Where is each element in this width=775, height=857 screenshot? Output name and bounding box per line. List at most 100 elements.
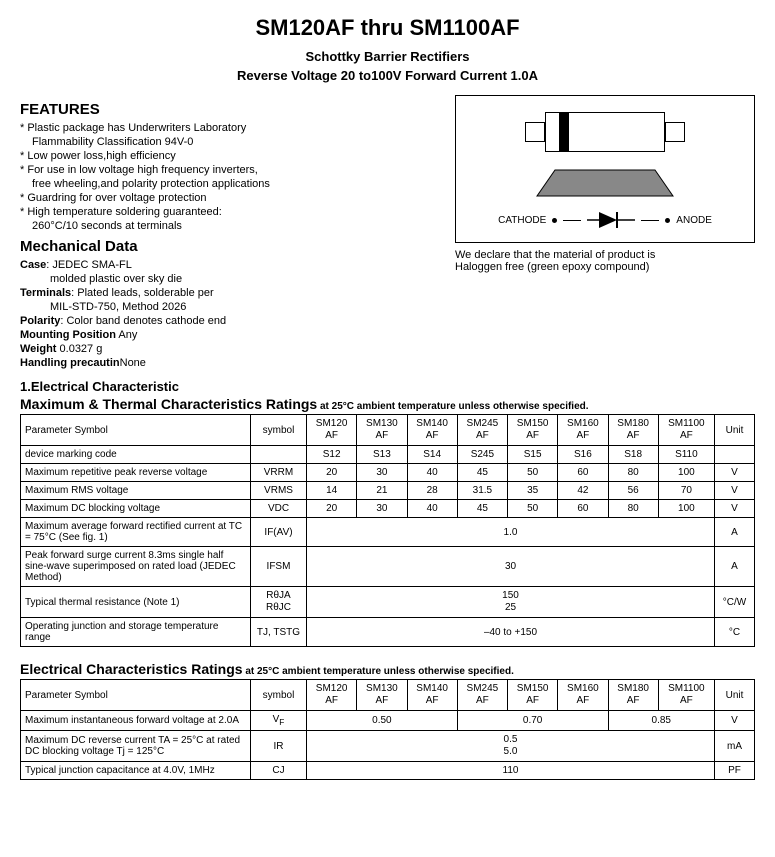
table-header-cell: SM1100AF (658, 415, 714, 446)
param-cell: Maximum instantaneous forward voltage at… (21, 711, 251, 731)
table-header-cell: SM1100AF (658, 680, 714, 711)
value-cell: S15 (508, 446, 558, 464)
ratings-table-1: Parameter SymbolsymbolSM120AFSM130AFSM14… (20, 414, 755, 647)
value-cell: 45 (457, 464, 507, 482)
table1-heading: Maximum & Thermal Characteristics Rating… (20, 396, 755, 412)
unit-cell: mA (715, 731, 755, 762)
feature-item: Plastic package has Underwriters Laborat… (20, 122, 435, 134)
mechanical-sub: MIL-STD-750, Method 2026 (50, 301, 435, 313)
table-header-cell: SM180AF (608, 415, 658, 446)
value-cell: 60 (558, 500, 608, 518)
table-header-cell: Parameter Symbol (21, 680, 251, 711)
span-cell: 0.55.0 (307, 731, 715, 762)
value-cell: 0.85 (608, 711, 715, 731)
value-cell: S18 (608, 446, 658, 464)
param-cell: Maximum average forward rectified curren… (21, 518, 251, 547)
param-cell: Operating junction and storage temperatu… (21, 618, 251, 647)
value-cell: 70 (658, 482, 714, 500)
unit-cell: °C/W (715, 587, 755, 618)
table-header-cell: SM245AF (457, 680, 507, 711)
symbol-cell: VDC (251, 500, 307, 518)
table-header-cell: SM130AF (357, 680, 407, 711)
table-header-cell: symbol (251, 680, 307, 711)
table-header-cell: SM160AF (558, 680, 608, 711)
param-cell: device marking code (21, 446, 251, 464)
table-header-cell: Unit (715, 680, 755, 711)
value-cell: 100 (658, 500, 714, 518)
symbol-cell (251, 446, 307, 464)
mechanical-row: Weight 0.0327 g (20, 343, 435, 355)
table-header-cell: SM140AF (407, 415, 457, 446)
value-cell: 60 (558, 464, 608, 482)
table-header-cell: Parameter Symbol (21, 415, 251, 446)
param-cell: Maximum repetitive peak reverse voltage (21, 464, 251, 482)
two-column-layout: FEATURES Plastic package has Underwriter… (20, 95, 755, 371)
value-cell: 56 (608, 482, 658, 500)
feature-sub: Flammability Classification 94V-0 (32, 136, 435, 148)
value-cell: 40 (407, 500, 457, 518)
value-cell: S12 (307, 446, 357, 464)
symbol-cell: IF(AV) (251, 518, 307, 547)
unit-cell: V (715, 482, 755, 500)
param-cell: Typical thermal resistance (Note 1) (21, 587, 251, 618)
param-cell: Peak forward surge current 8.3ms single … (21, 547, 251, 587)
value-cell: 80 (608, 500, 658, 518)
left-column: FEATURES Plastic package has Underwriter… (20, 95, 435, 371)
feature-item: For use in low voltage high frequency in… (20, 164, 435, 176)
cathode-label: CATHODE (498, 215, 546, 226)
section1-number: 1.Electrical Characteristic (20, 379, 755, 394)
symbol-cell: TJ, TSTG (251, 618, 307, 647)
mechanical-row: Mounting Position Any (20, 329, 435, 341)
value-cell: 0.70 (457, 711, 608, 731)
span-cell: 15025 (307, 587, 715, 618)
value-cell: 80 (608, 464, 658, 482)
value-cell: 28 (407, 482, 457, 500)
param-cell: Typical junction capacitance at 4.0V, 1M… (21, 762, 251, 780)
value-cell: S13 (357, 446, 407, 464)
symbol-cell: CJ (251, 762, 307, 780)
table2-heading: Electrical Characteristics Ratings at 25… (20, 661, 755, 677)
value-cell: 30 (357, 500, 407, 518)
doc-subtitle1: Schottky Barrier Rectifiers (20, 49, 755, 64)
symbol-cell: VF (251, 711, 307, 731)
unit-cell (715, 446, 755, 464)
value-cell: 45 (457, 500, 507, 518)
halogen-declaration: We declare that the material of product … (455, 249, 755, 273)
doc-title: SM120AF thru SM1100AF (20, 15, 755, 41)
feature-item: High temperature soldering guaranteed: (20, 206, 435, 218)
value-cell: 42 (558, 482, 608, 500)
symbol-cell: RθJARθJC (251, 587, 307, 618)
table-header-cell: SM120AF (307, 415, 357, 446)
value-cell: S16 (558, 446, 608, 464)
diagram-top-view (476, 108, 734, 156)
doc-subtitle2: Reverse Voltage 20 to100V Forward Curren… (20, 68, 755, 83)
value-cell: 30 (357, 464, 407, 482)
features-heading: FEATURES (20, 101, 435, 118)
value-cell: 35 (508, 482, 558, 500)
table-header-cell: Unit (715, 415, 755, 446)
mechanical-row: Terminals: Plated leads, solderable per (20, 287, 435, 299)
feature-sub: free wheeling,and polarity protection ap… (32, 178, 435, 190)
table-header-cell: SM180AF (608, 680, 658, 711)
unit-cell: A (715, 518, 755, 547)
table-header-cell: SM150AF (508, 680, 558, 711)
mechanical-row: Case: JEDEC SMA-FL (20, 259, 435, 271)
param-cell: Maximum DC blocking voltage (21, 500, 251, 518)
span-cell: 1.0 (307, 518, 715, 547)
value-cell: 40 (407, 464, 457, 482)
table-header-cell: SM150AF (508, 415, 558, 446)
span-cell: –40 to +150 (307, 618, 715, 647)
package-diagram: CATHODE ANODE (455, 95, 755, 243)
symbol-cell: VRRM (251, 464, 307, 482)
diagram-side-view (476, 168, 734, 198)
mechanical-row: Polarity: Color band denotes cathode end (20, 315, 435, 327)
ratings-table-2: Parameter SymbolsymbolSM120AFSM130AFSM14… (20, 679, 755, 780)
value-cell: S14 (407, 446, 457, 464)
value-cell: 0.50 (307, 711, 458, 731)
table-header-cell: SM130AF (357, 415, 407, 446)
value-cell: 50 (508, 464, 558, 482)
value-cell: 20 (307, 464, 357, 482)
feature-item: Low power loss,high efficiency (20, 150, 435, 162)
unit-cell: A (715, 547, 755, 587)
span-cell: 30 (307, 547, 715, 587)
